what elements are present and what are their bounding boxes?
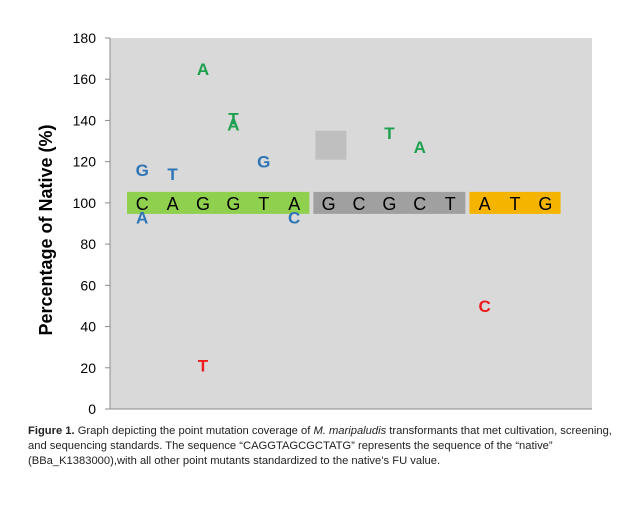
figure-caption: Figure 1. Graph depicting the point muta… bbox=[28, 424, 613, 469]
sequence-letter: A bbox=[479, 194, 491, 214]
sequence-letter: T bbox=[258, 194, 269, 214]
y-tick-label: 20 bbox=[80, 360, 96, 376]
sequence-letter: G bbox=[196, 194, 210, 214]
mutant-point: A bbox=[197, 60, 209, 79]
sequence-letter: T bbox=[445, 194, 456, 214]
plot-area bbox=[110, 38, 592, 409]
y-tick-label: 120 bbox=[73, 154, 97, 170]
sequence-letter: G bbox=[322, 194, 336, 214]
caption-label: Figure 1. bbox=[28, 425, 75, 437]
mutant-point: T bbox=[167, 165, 178, 184]
caption-text-1: Graph depicting the point mutation cover… bbox=[74, 425, 314, 437]
mutant-point: T bbox=[384, 124, 395, 143]
mutant-point: C bbox=[288, 208, 300, 227]
y-tick-label: 160 bbox=[73, 71, 97, 87]
mutant-point: A bbox=[227, 116, 239, 135]
caption-text-2: transformants that met cultivation, scre… bbox=[28, 425, 612, 467]
sequence-letter: G bbox=[226, 194, 240, 214]
mutant-point: G bbox=[257, 153, 270, 172]
sequence-letter: C bbox=[136, 194, 149, 214]
mutant-point: T bbox=[198, 357, 209, 376]
sequence-letter: A bbox=[288, 194, 300, 214]
caption-species: M. maripaludis bbox=[313, 425, 387, 437]
y-tick-label: 40 bbox=[80, 319, 96, 335]
y-tick-label: 80 bbox=[80, 236, 96, 252]
y-tick-label: 140 bbox=[73, 112, 97, 128]
sequence-letter: C bbox=[353, 194, 366, 214]
y-tick-label: 180 bbox=[73, 30, 97, 46]
mutant-point: G bbox=[136, 161, 149, 180]
sequence-letter: A bbox=[167, 194, 179, 214]
y-ticks: 0 20 40 60 80 100 120 140 160 180 bbox=[73, 30, 110, 417]
mutant-point: A bbox=[136, 208, 148, 227]
y-tick-label: 0 bbox=[88, 401, 96, 417]
sequence-letter: G bbox=[382, 194, 396, 214]
mutant-point: T bbox=[228, 109, 239, 128]
sequence-segment bbox=[127, 191, 310, 214]
sequence-segment bbox=[469, 191, 561, 214]
sequence-letter: G bbox=[538, 194, 552, 214]
sequence-letter: C bbox=[413, 194, 426, 214]
sequence-segment bbox=[313, 191, 466, 214]
sequence-letter: T bbox=[510, 194, 521, 214]
mutant-point: C bbox=[478, 297, 490, 316]
y-tick-label: 60 bbox=[80, 277, 96, 293]
y-tick-label: 100 bbox=[73, 195, 97, 211]
mutant-point: A bbox=[414, 138, 426, 157]
y-axis-title: Percentage of Native (%) bbox=[36, 124, 56, 335]
placeholder-marker bbox=[315, 130, 347, 160]
